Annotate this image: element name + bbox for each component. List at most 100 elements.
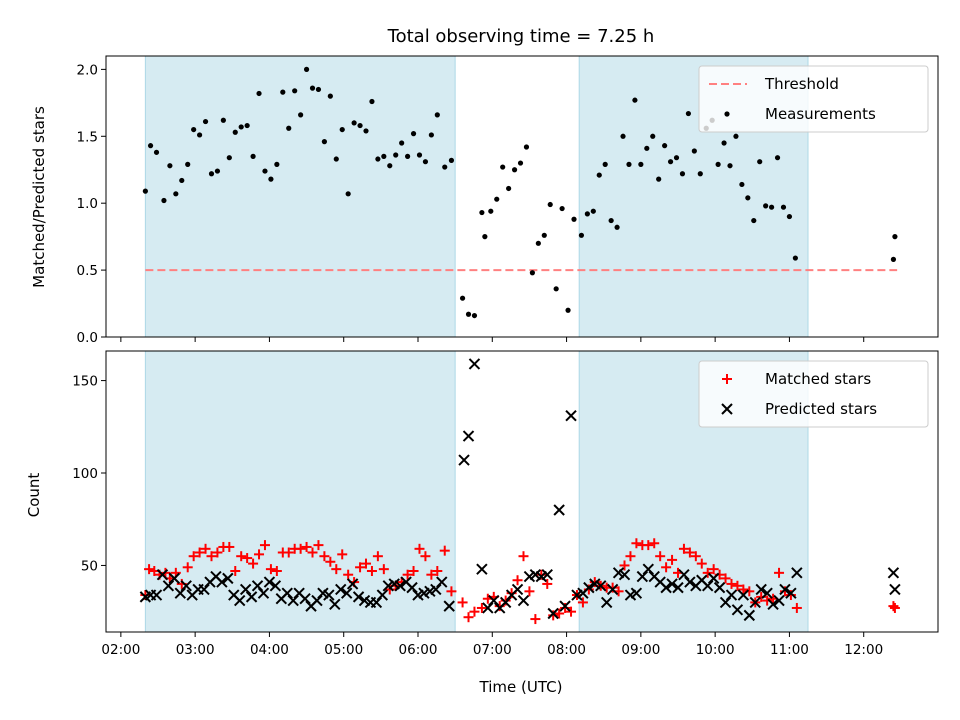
top-y-axis-label: Matched/Predicted stars bbox=[30, 106, 48, 288]
measurement-point bbox=[721, 140, 727, 146]
predicted-star-point bbox=[436, 576, 448, 588]
measurement-point bbox=[232, 129, 238, 135]
predicted-star-point bbox=[263, 576, 276, 588]
measurement-point bbox=[620, 133, 626, 139]
measurement-point bbox=[733, 133, 739, 139]
matched-star-point bbox=[457, 597, 468, 608]
predicted-star-point bbox=[370, 596, 383, 609]
bottom-y-tick-label: 150 bbox=[72, 374, 98, 390]
measurement-point bbox=[656, 176, 662, 182]
matched-star-point bbox=[212, 547, 223, 558]
matched-star-point bbox=[242, 553, 253, 564]
predicted-star-point bbox=[553, 504, 565, 516]
matched-star-point bbox=[426, 569, 437, 580]
measurement-point bbox=[517, 160, 524, 166]
matched-star-point bbox=[188, 551, 199, 562]
matched-star-point bbox=[542, 578, 553, 589]
matched-star-point bbox=[200, 543, 211, 554]
measurement-point bbox=[147, 143, 154, 149]
measurement-point bbox=[638, 161, 644, 167]
matched-star-point bbox=[888, 601, 899, 612]
measurement-point bbox=[780, 204, 787, 210]
legend-box bbox=[698, 65, 929, 133]
matched-star-point bbox=[254, 549, 265, 560]
matched-star-point bbox=[140, 590, 151, 601]
x-tick-label: 03:00 bbox=[176, 642, 215, 658]
matched-star-point bbox=[649, 538, 660, 549]
matched-star-point bbox=[361, 558, 371, 569]
measurement-point bbox=[763, 203, 769, 209]
predicted-star-point bbox=[565, 409, 577, 422]
measurement-point bbox=[442, 164, 448, 170]
measurement-point bbox=[506, 185, 512, 192]
measurement-point bbox=[459, 295, 466, 301]
predicted-star-point bbox=[719, 596, 732, 609]
measurement-point bbox=[286, 125, 292, 131]
predicted-star-point bbox=[583, 581, 595, 594]
matched-star-point bbox=[619, 560, 630, 571]
predicted-star-point bbox=[323, 589, 335, 601]
measurement-point bbox=[739, 181, 745, 188]
measurement-point bbox=[185, 161, 191, 167]
x-tick-label: 11:00 bbox=[770, 642, 809, 658]
predicted-star-point bbox=[340, 587, 353, 599]
predicted-star-point bbox=[162, 580, 175, 592]
predicted-star-point bbox=[281, 587, 293, 599]
measurement-point bbox=[303, 66, 310, 72]
measurement-point bbox=[523, 144, 530, 150]
predicted-star-point bbox=[156, 568, 169, 581]
top-shaded-interval-0 bbox=[144, 55, 456, 338]
predicted-star-point bbox=[636, 570, 649, 583]
predicted-star-point bbox=[761, 587, 773, 599]
matched-star-point bbox=[366, 565, 377, 576]
matched-star-point bbox=[791, 602, 802, 613]
matched-star-point bbox=[726, 578, 737, 589]
matched-star-point bbox=[577, 597, 588, 608]
matched-star-point bbox=[631, 538, 642, 549]
matched-star-point bbox=[230, 565, 241, 576]
predicted-star-point bbox=[499, 596, 512, 609]
measurement-point bbox=[786, 213, 793, 220]
x-tick-label: 07:00 bbox=[473, 642, 512, 658]
measurement-point bbox=[745, 195, 751, 201]
measurement-point bbox=[197, 132, 203, 138]
matched-star-point bbox=[301, 541, 312, 552]
predicted-star-point bbox=[785, 587, 797, 599]
measurement-point bbox=[553, 286, 559, 292]
bottom-y-axis-label: Count bbox=[25, 473, 43, 518]
predicted-star-point bbox=[773, 594, 785, 607]
matched-star-point bbox=[319, 551, 330, 562]
matched-star-point bbox=[283, 547, 294, 558]
measurement-point bbox=[769, 204, 775, 210]
matched-star-point bbox=[259, 540, 270, 551]
measurement-point bbox=[173, 191, 179, 197]
matched-star-point bbox=[607, 582, 618, 593]
measurement-point bbox=[167, 163, 173, 169]
bottom-y-tick-label: 100 bbox=[72, 466, 98, 482]
measurement-point bbox=[309, 85, 316, 91]
measurement-point bbox=[179, 177, 185, 184]
measurement-point bbox=[578, 232, 585, 238]
measurement-point bbox=[410, 131, 417, 137]
measurement-point bbox=[268, 176, 274, 182]
matched-star-point bbox=[702, 567, 713, 578]
matched-star-point bbox=[684, 547, 695, 558]
bottom-series-0 bbox=[140, 538, 900, 625]
measurement-point bbox=[250, 153, 256, 159]
measurement-point bbox=[571, 216, 577, 222]
matched-star-point bbox=[355, 562, 366, 573]
predicted-star-point bbox=[517, 594, 530, 607]
predicted-star-point bbox=[216, 576, 228, 588]
measurement-point bbox=[757, 159, 763, 165]
top-axes-frame bbox=[105, 55, 939, 338]
measurement-point bbox=[727, 163, 733, 169]
measurement-point bbox=[471, 312, 478, 319]
matched-star-point bbox=[439, 545, 450, 556]
predicted-star-point bbox=[678, 568, 690, 581]
predicted-star-point bbox=[150, 589, 163, 601]
predicted-star-point bbox=[606, 583, 619, 596]
measurement-point bbox=[614, 224, 620, 230]
matched-star-point bbox=[402, 569, 413, 580]
measurement-point bbox=[381, 153, 387, 159]
predicted-star-point bbox=[443, 600, 455, 612]
